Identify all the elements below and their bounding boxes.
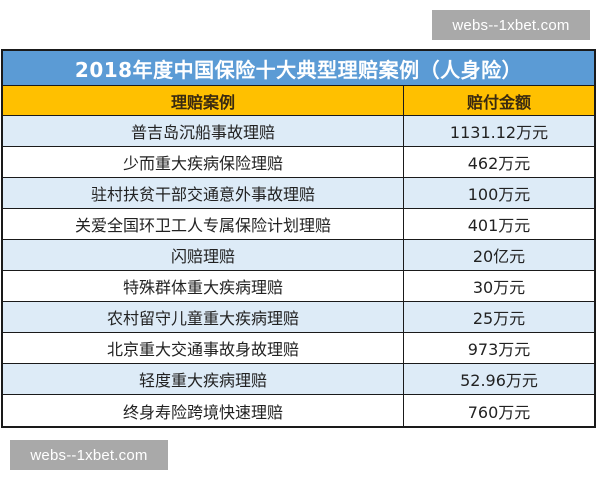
table-row: 轻度重大疾病理赔 52.96万元	[3, 364, 594, 395]
column-header-amount: 赔付金额	[466, 92, 531, 112]
amount-cell: 1131.12万元	[449, 123, 549, 142]
amount-cell: 401万元	[467, 216, 531, 235]
column-header-case: 理赔案例	[3, 86, 404, 115]
case-cell: 少而重大疾病保险理赔	[3, 147, 404, 177]
table-row: 关爱全国环卫工人专属保险计划理赔 401万元	[3, 209, 594, 240]
table-row: 少而重大疾病保险理赔 462万元	[3, 147, 594, 178]
amount-cell: 20亿元	[472, 247, 526, 266]
amount-cell: 25万元	[472, 309, 526, 328]
amount-cell: 760万元	[467, 402, 531, 422]
amount-cell: 973万元	[467, 340, 531, 359]
watermark-bottom: webs--1xbet.com	[10, 440, 168, 470]
table-row: 普吉岛沉船事故理赔 1131.12万元	[3, 116, 594, 147]
case-cell: 农村留守儿童重大疾病理赔	[3, 302, 404, 332]
case-cell: 普吉岛沉船事故理赔	[3, 116, 404, 146]
table-row: 闪赔理赔 20亿元	[3, 240, 594, 271]
watermark-top: webs--1xbet.com	[432, 10, 590, 40]
amount-cell: 462万元	[467, 154, 531, 173]
table-row: 驻村扶贫干部交通意外事故理赔 100万元	[3, 178, 594, 209]
case-cell: 闪赔理赔	[3, 240, 404, 270]
case-cell: 北京重大交通事故身故理赔	[3, 333, 404, 363]
case-cell: 驻村扶贫干部交通意外事故理赔	[3, 178, 404, 208]
table-row: 农村留守儿童重大疾病理赔 25万元	[3, 302, 594, 333]
amount-cell: 52.96万元	[460, 371, 538, 390]
amount-cell: 30万元	[472, 278, 526, 297]
table-title: 2018年度中国保险十大典型理赔案例（人身险）	[3, 51, 594, 86]
case-cell: 终身寿险跨境快速理赔	[3, 395, 404, 426]
case-cell: 关爱全国环卫工人专属保险计划理赔	[3, 209, 404, 239]
case-cell: 轻度重大疾病理赔	[3, 364, 404, 394]
claims-table: 2018年度中国保险十大典型理赔案例（人身险） 理赔案例 赔付金额 普吉岛沉船事…	[1, 49, 596, 428]
case-cell: 特殊群体重大疾病理赔	[3, 271, 404, 301]
table-row: 终身寿险跨境快速理赔 760万元	[3, 395, 594, 426]
table-row: 特殊群体重大疾病理赔 30万元	[3, 271, 594, 302]
table-header-row: 理赔案例 赔付金额	[3, 86, 594, 116]
table-row: 北京重大交通事故身故理赔 973万元	[3, 333, 594, 364]
amount-cell: 100万元	[467, 185, 531, 204]
